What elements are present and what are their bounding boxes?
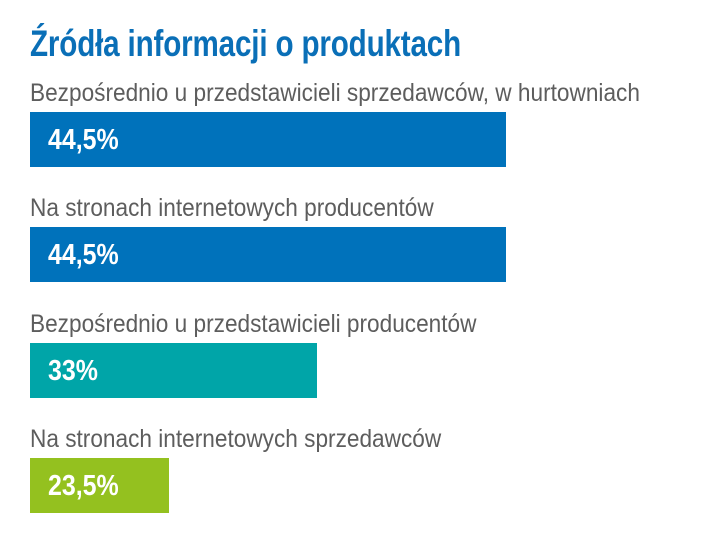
chart-title: Źródła informacji o produktach bbox=[30, 23, 462, 64]
bar: 23,5% bbox=[30, 458, 169, 513]
bar: 33% bbox=[30, 343, 317, 398]
bar-value: 44,5% bbox=[48, 239, 119, 271]
bar-label: Bezpośrednio u przedstawicieli producent… bbox=[30, 310, 477, 338]
bar-label: Na stronach internetowych sprzedawców bbox=[30, 425, 442, 453]
bar-label: Na stronach internetowych producentów bbox=[30, 194, 434, 222]
bar-value: 33% bbox=[48, 355, 98, 387]
bar-value: 44,5% bbox=[48, 124, 119, 156]
bar: 44,5% bbox=[30, 227, 506, 282]
bar-label: Bezpośrednio u przedstawicieli sprzedawc… bbox=[30, 79, 640, 107]
bar: 44,5% bbox=[30, 112, 506, 167]
bar-value: 23,5% bbox=[48, 470, 119, 502]
